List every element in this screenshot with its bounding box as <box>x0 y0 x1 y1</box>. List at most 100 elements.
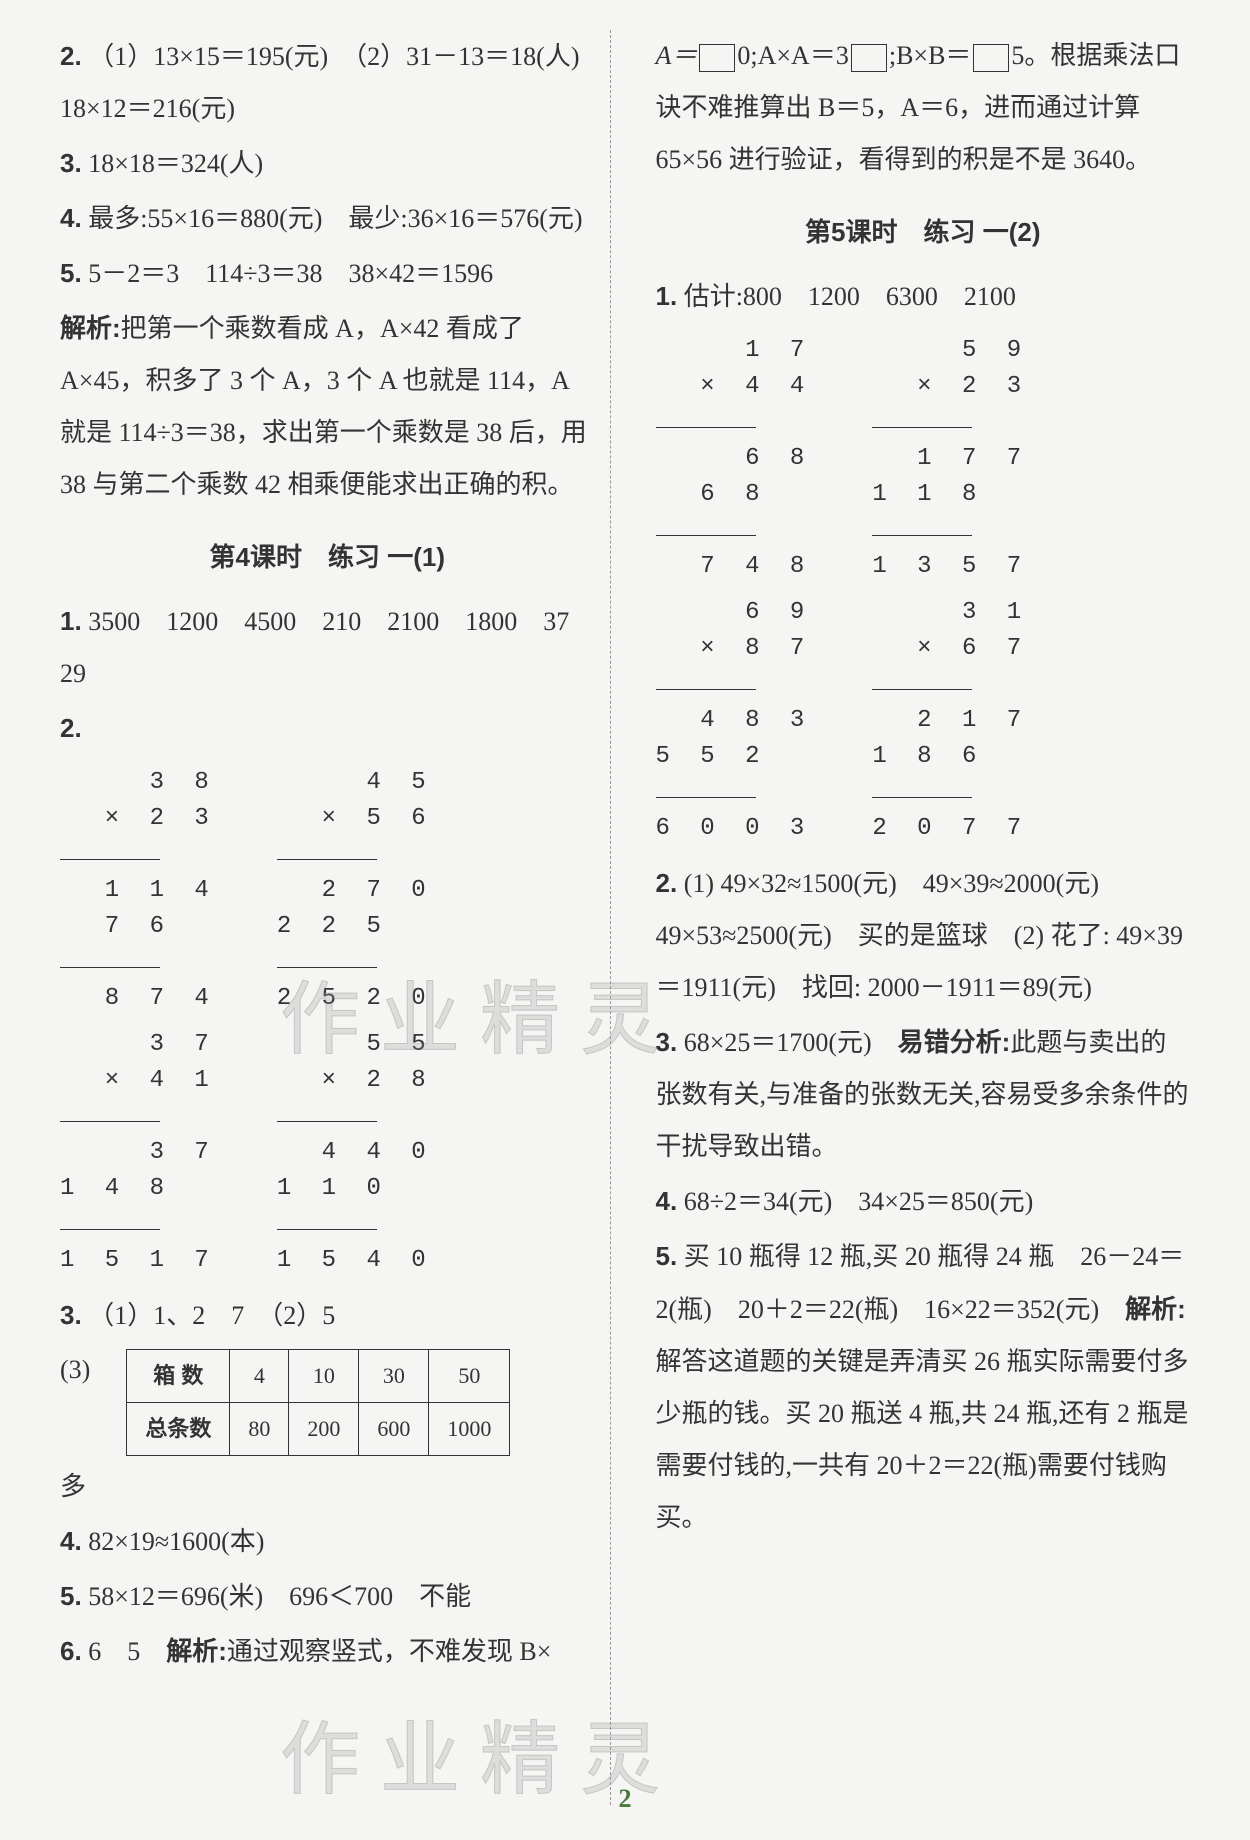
calc5-a: 1 7 <box>656 337 813 364</box>
s5-q4-num: 4. <box>656 1186 678 1216</box>
s4-q4-text: 82×19≈1600(本) <box>88 1527 264 1556</box>
calc3-b: × 4 1 <box>60 1067 217 1094</box>
calc1-c: 1 1 4 <box>60 877 217 904</box>
s4-q6-text1: 6 5 <box>88 1637 166 1666</box>
td-1: 80 <box>230 1403 289 1456</box>
calc2-e: 2 5 2 0 <box>277 985 434 1012</box>
calc5-line2 <box>656 535 756 536</box>
page-container: 2. （1）13×15＝195(元) （2）31－13＝18(人) 18×12＝… <box>60 30 1190 1805</box>
calc3-line1 <box>60 1121 160 1122</box>
calc2: 4 5 × 5 6 2 7 0 2 2 5 2 5 2 0 <box>277 765 434 1017</box>
td-2: 200 <box>289 1403 359 1456</box>
box1 <box>699 44 735 72</box>
q4: 4. 最多:55×16＝880(元) 最少:36×16＝576(元) <box>60 192 595 245</box>
calc7-line1 <box>656 689 756 690</box>
left-column: 2. （1）13×15＝195(元) （2）31－13＝18(人) 18×12＝… <box>60 30 611 1805</box>
section5-title: 第5课时 练习 一(2) <box>656 206 1191 258</box>
q2-num: 2. <box>60 41 82 71</box>
s5-q5: 5. 买 10 瓶得 12 瓶,买 20 瓶得 24 瓶 26－24＝2(瓶) … <box>656 1230 1191 1544</box>
calc2-a: 4 5 <box>277 769 434 796</box>
calc7-c: 4 8 3 <box>656 707 813 734</box>
calc4-line2 <box>277 1229 377 1230</box>
calc5-c: 6 8 <box>656 445 813 472</box>
th-2: 10 <box>289 1350 359 1403</box>
calc3-line2 <box>60 1229 160 1230</box>
s5-q2: 2. (1) 49×32≈1500(元) 49×39≈2000(元) 49×53… <box>656 857 1191 1014</box>
calc7-b: × 8 7 <box>656 635 813 662</box>
calc4: 5 5 × 2 8 4 4 0 1 1 0 1 5 4 0 <box>277 1027 434 1279</box>
right-column: A＝0;A×A＝3;B×B＝5。根据乘法口诀不难推算出 B＝5，A＝6，进而通过… <box>641 30 1191 1805</box>
calc5-line1 <box>656 427 756 428</box>
calc1-a: 3 8 <box>60 769 217 796</box>
calc-row-4: 6 9 × 8 7 4 8 3 5 5 2 6 0 0 3 3 1 × 6 7 … <box>656 595 1191 847</box>
calc8-c: 2 1 7 <box>872 707 1029 734</box>
s4-q5-num: 5. <box>60 1581 82 1611</box>
calc4-a: 5 5 <box>277 1031 434 1058</box>
s4-q5: 5. 58×12＝696(米) 696＜700 不能 <box>60 1570 595 1623</box>
s4-q3-sub: (3) <box>60 1344 90 1396</box>
calc3-a: 3 7 <box>60 1031 217 1058</box>
calc1-e: 8 7 4 <box>60 985 217 1012</box>
q3: 3. 18×18＝324(人) <box>60 137 595 190</box>
s4-q1-num: 1. <box>60 606 82 636</box>
td-3: 600 <box>359 1403 429 1456</box>
s5-q3-num: 3. <box>656 1027 678 1057</box>
s4-q2: 2. <box>60 702 595 755</box>
calc7-e: 6 0 0 3 <box>656 815 813 842</box>
s5-q1-num: 1. <box>656 281 678 311</box>
analysis5: 解析:把第一个乘数看成 A，A×42 看成了 A×45，积多了 3 个 A，3 … <box>60 302 595 511</box>
s4-q4: 4. 82×19≈1600(本) <box>60 1515 595 1568</box>
calc8-b: × 6 7 <box>872 635 1029 662</box>
s4-q3-extra: 多 <box>60 1461 595 1513</box>
s4-q3-text: （1）1、2 7 （2）5 <box>88 1301 335 1330</box>
calc8-d: 1 8 6 <box>872 743 1029 770</box>
calc1-b: × 2 3 <box>60 805 217 832</box>
intro-c: ;B×B＝ <box>889 41 972 70</box>
s5-q3-label: 易错分析: <box>898 1027 1011 1057</box>
s5-q2-text: (1) 49×32≈1500(元) 49×39≈2000(元) 49×53≈25… <box>656 869 1183 1002</box>
calc7-line2 <box>656 797 756 798</box>
calc1-line2 <box>60 967 160 968</box>
calc8: 3 1 × 6 7 2 1 7 1 8 6 2 0 7 7 <box>872 595 1029 847</box>
calc6-line2 <box>872 535 972 536</box>
calc5-e: 7 4 8 <box>656 553 813 580</box>
q3-text: 18×18＝324(人) <box>88 149 263 178</box>
s4-q4-num: 4. <box>60 1526 82 1556</box>
calc2-c: 2 7 0 <box>277 877 434 904</box>
s4-q6: 6. 6 5 解析:通过观察竖式，不难发现 B× <box>60 1625 595 1678</box>
calc-row-2: 3 7 × 4 1 3 7 1 4 8 1 5 1 7 5 5 × 2 8 4 … <box>60 1027 595 1279</box>
calc4-c: 4 4 0 <box>277 1139 434 1166</box>
s4-q3-num: 3. <box>60 1300 82 1330</box>
calc2-d: 2 2 5 <box>277 913 434 940</box>
calc1: 3 8 × 2 3 1 1 4 7 6 8 7 4 <box>60 765 217 1017</box>
calc6-a: 5 9 <box>872 337 1029 364</box>
s5-q5-text2: 解答这道题的关键是弄清买 26 瓶实际需要付多少瓶的钱。买 20 瓶送 4 瓶,… <box>656 1347 1189 1532</box>
calc2-line2 <box>277 967 377 968</box>
box2 <box>851 44 887 72</box>
q3-num: 3. <box>60 148 82 178</box>
s5-q2-num: 2. <box>656 868 678 898</box>
calc-row-1: 3 8 × 2 3 1 1 4 7 6 8 7 4 4 5 × 5 6 2 7 … <box>60 765 595 1017</box>
q4-text: 最多:55×16＝880(元) 最少:36×16＝576(元) <box>88 204 582 233</box>
s5-q1-text: 估计:800 1200 6300 2100 <box>684 282 1016 311</box>
q2: 2. （1）13×15＝195(元) （2）31－13＝18(人) 18×12＝… <box>60 30 595 135</box>
calc3-c: 3 7 <box>60 1139 217 1166</box>
s5-q4-text: 68÷2＝34(元) 34×25＝850(元) <box>684 1187 1034 1216</box>
calc6-b: × 2 3 <box>872 373 1029 400</box>
right-intro: A＝0;A×A＝3;B×B＝5。根据乘法口诀不难推算出 B＝5，A＝6，进而通过… <box>656 30 1191 186</box>
q5-num: 5. <box>60 258 82 288</box>
s5-q4: 4. 68÷2＝34(元) 34×25＝850(元) <box>656 1175 1191 1228</box>
s5-q5-num: 5. <box>656 1241 678 1271</box>
calc4-line1 <box>277 1121 377 1122</box>
calc1-d: 7 6 <box>60 913 217 940</box>
q5: 5. 5－2＝3 114÷3＝38 38×42＝1596 <box>60 247 595 300</box>
calc8-a: 3 1 <box>872 599 1029 626</box>
calc6-d: 1 1 8 <box>872 481 1029 508</box>
s4-q6-text2: 通过观察竖式，不难发现 B× <box>227 1637 552 1666</box>
th-4: 50 <box>429 1350 510 1403</box>
calc-row-3: 1 7 × 4 4 6 8 6 8 7 4 8 5 9 × 2 3 1 7 7 … <box>656 333 1191 585</box>
calc2-line1 <box>277 859 377 860</box>
s4-q3: 3. （1）1、2 7 （2）5 <box>60 1289 595 1342</box>
s4-q5-text: 58×12＝696(米) 696＜700 不能 <box>88 1582 471 1611</box>
calc8-line1 <box>872 689 972 690</box>
